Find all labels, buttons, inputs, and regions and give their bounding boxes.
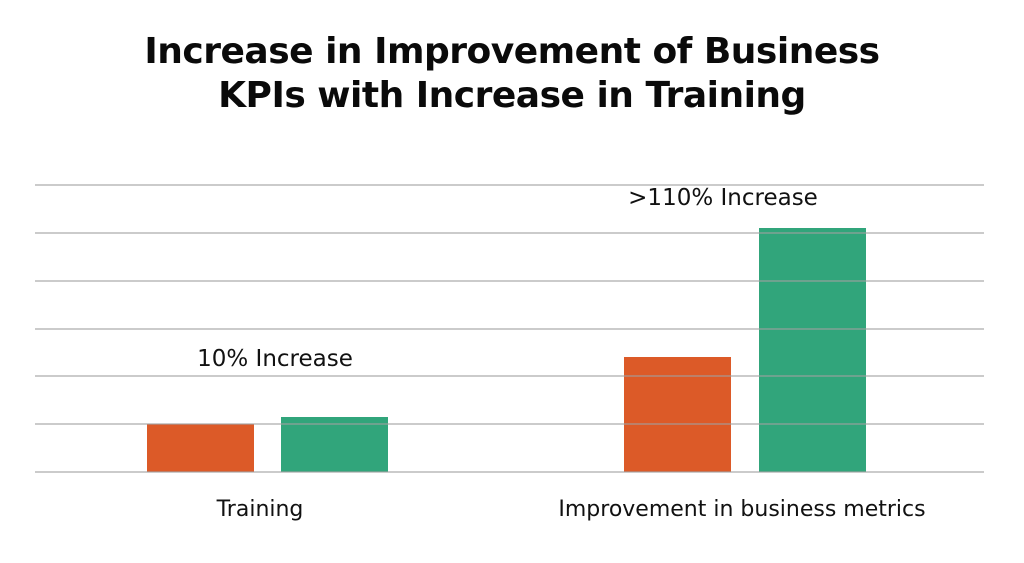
annotation-business: >110% Increase [628,185,818,211]
category-label-training: Training [216,497,304,522]
gridline [35,232,984,234]
chart-title: Increase in Improvement of Business KPIs… [0,30,1024,118]
bar-business-after [759,228,866,472]
gridline [35,280,984,282]
bar-training-after [281,417,388,472]
category-label-business: Improvement in business metrics [558,497,926,522]
gridline [35,184,984,186]
chart-title-line-1: Increase in Improvement of Business [144,31,880,72]
baseline [35,471,984,473]
annotation-training: 10% Increase [197,346,353,372]
chart-title-line-2: KPIs with Increase in Training [218,75,806,116]
gridline [35,328,984,330]
gridline [35,375,984,377]
plot-area [35,184,984,473]
bar-training-before [147,424,254,472]
gridline [35,423,984,425]
